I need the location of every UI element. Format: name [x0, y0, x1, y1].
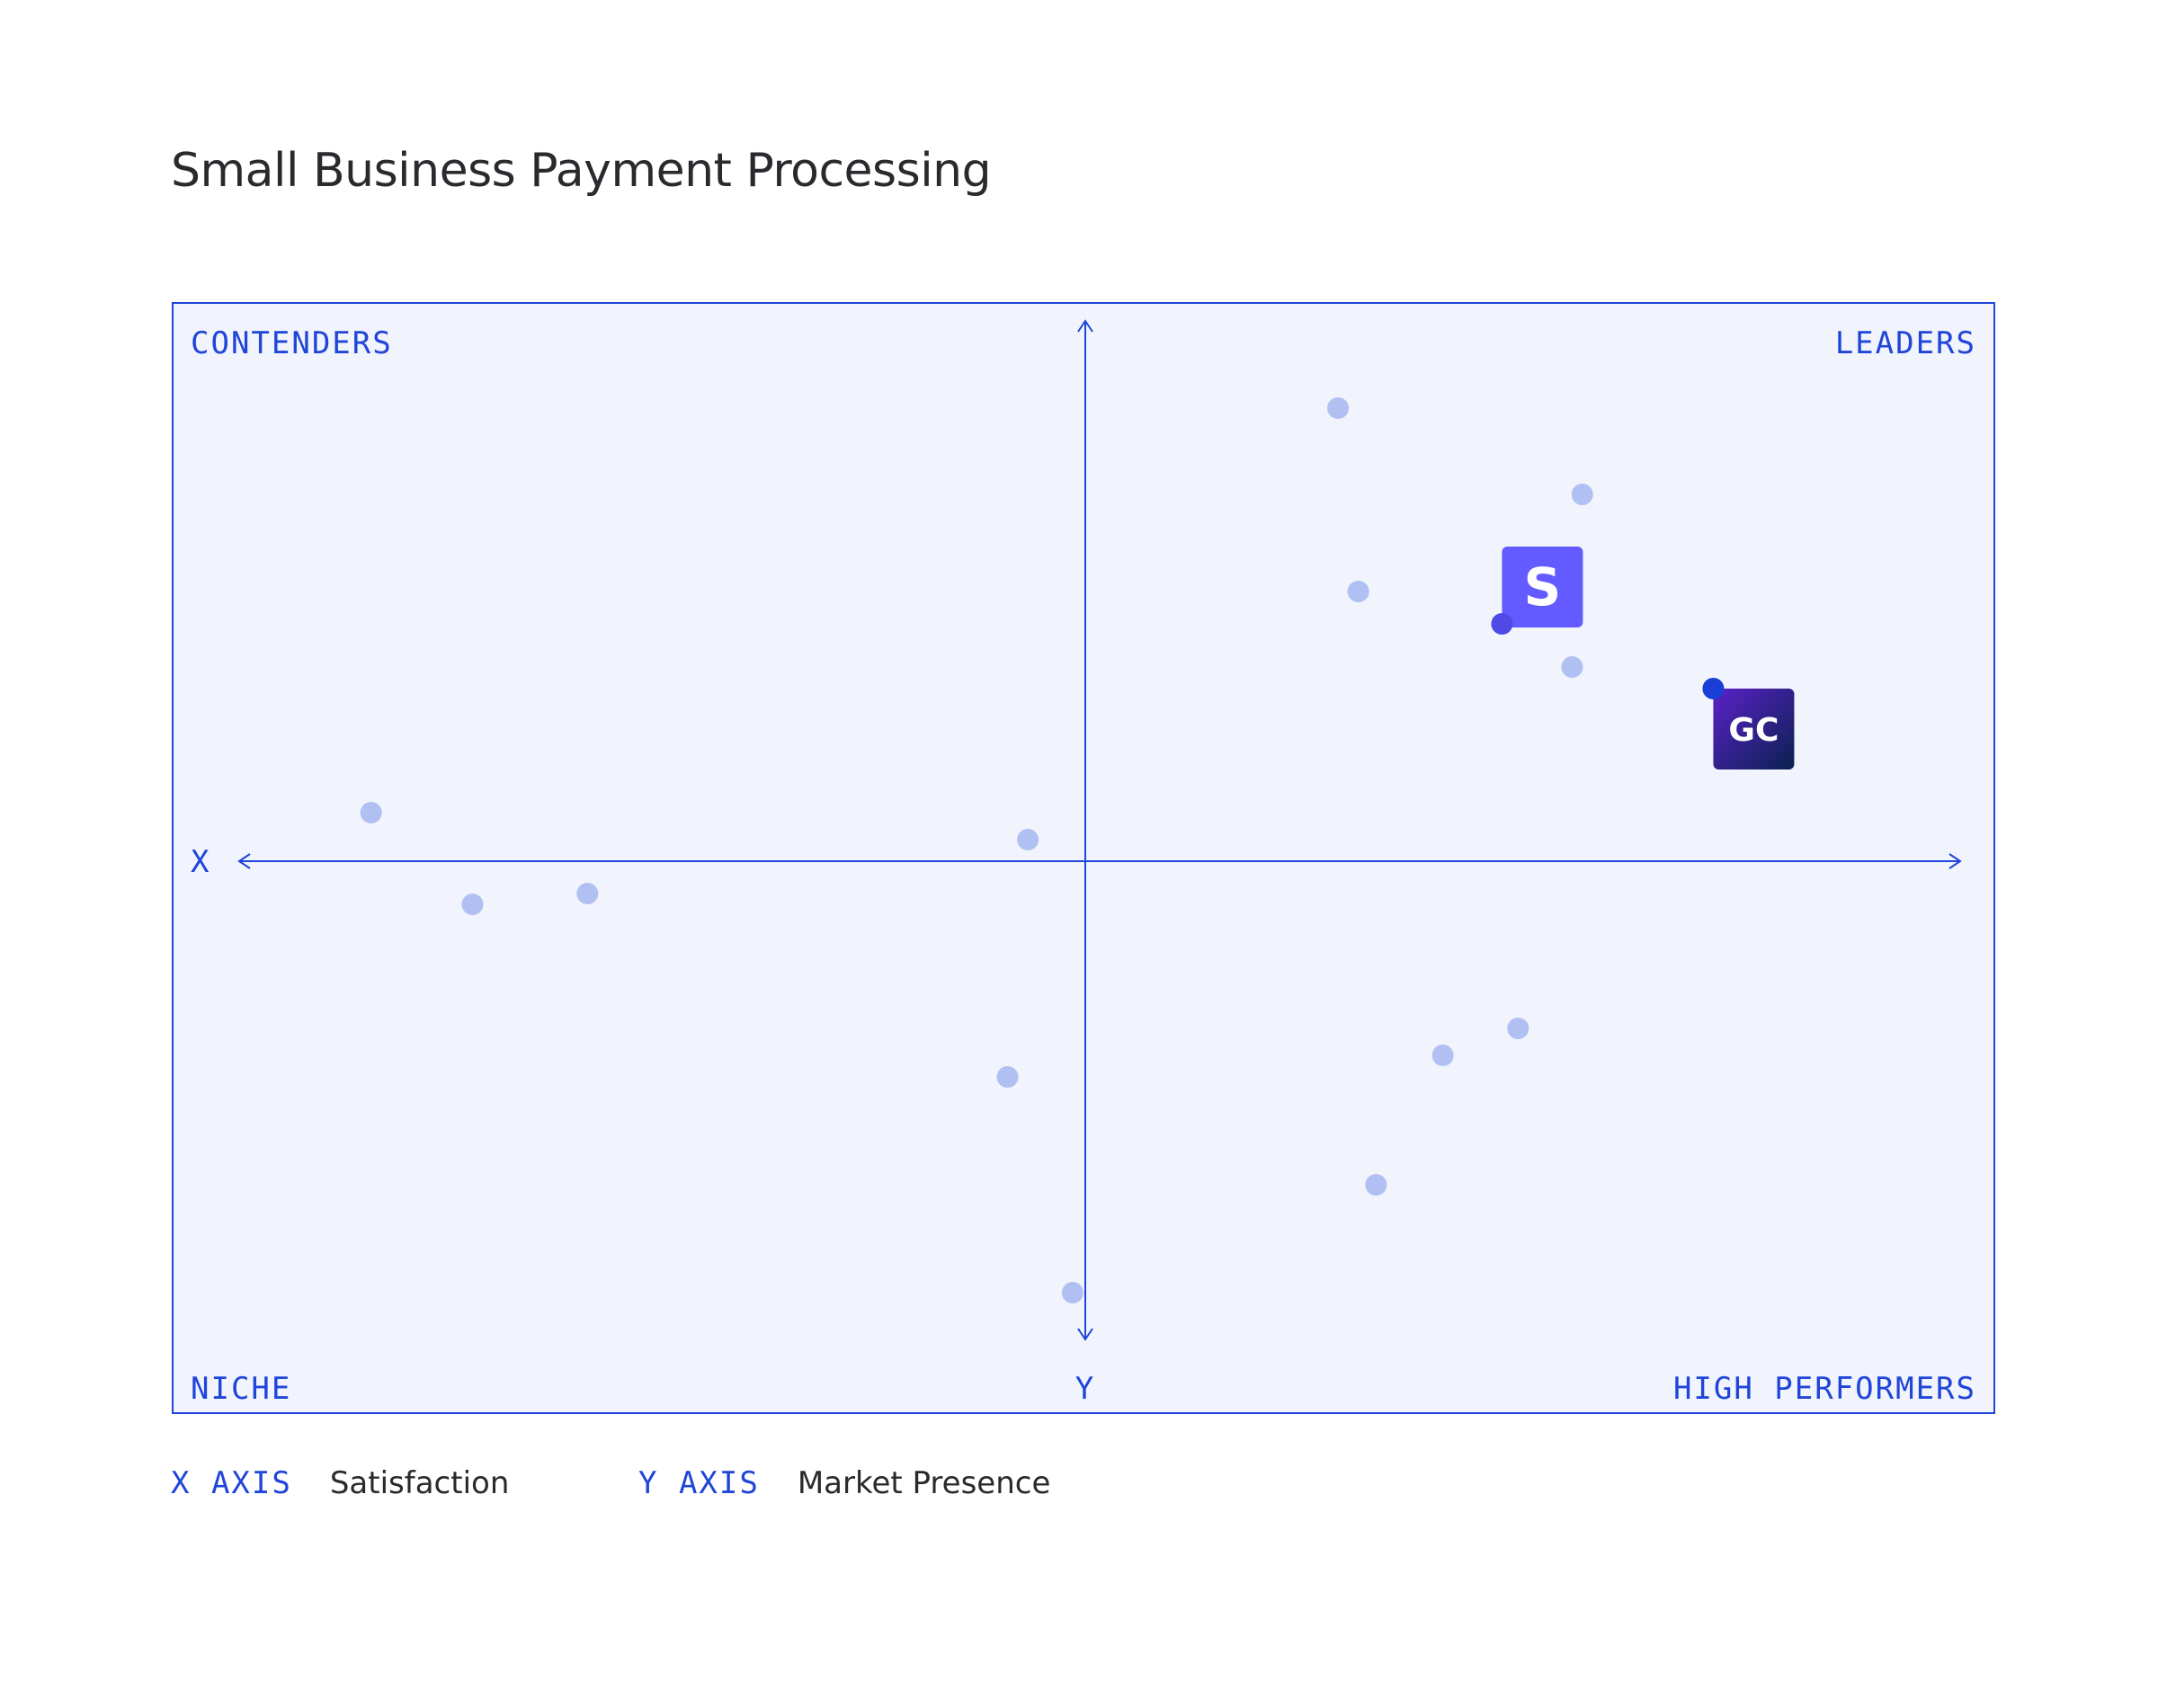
quadrant-label-contenders: CONTENDERS — [191, 325, 393, 361]
data-point — [1561, 656, 1583, 678]
x-axis-legend-value: Satisfaction — [329, 1465, 510, 1501]
y-axis-letter: Y — [1075, 1371, 1095, 1407]
data-point — [461, 894, 484, 915]
vendor-badge-label: S — [1524, 556, 1562, 618]
y-axis-legend-key: Y AXIS — [638, 1465, 760, 1501]
chart-title: Small Business Payment Processing — [171, 144, 992, 198]
data-point — [1571, 484, 1593, 505]
data-point — [1507, 1018, 1529, 1039]
highlight-layer: S GC — [1491, 547, 1795, 769]
data-point — [1327, 397, 1350, 419]
quadrant-label-high-performers: HIGH PERFORMERS — [1673, 1371, 1976, 1407]
s-logo-icon — [1502, 547, 1583, 627]
highlighted-vendor-s[interactable]: S — [1491, 547, 1583, 635]
y-axis-top-arrow-icon — [1077, 319, 1093, 333]
gc-logo-icon — [1713, 689, 1795, 769]
x-axis-right-arrow-icon — [1948, 853, 1962, 869]
y-axis — [1077, 319, 1093, 1341]
x-axis-left-arrow-icon — [237, 853, 251, 869]
data-point — [996, 1066, 1019, 1088]
data-point — [1061, 1282, 1083, 1303]
quadrant-label-niche: NICHE — [191, 1371, 291, 1407]
y-axis-legend: Y AXIS Market Presence — [638, 1463, 1050, 1503]
x-axis — [237, 853, 1962, 869]
data-point — [360, 802, 382, 823]
data-point — [1431, 1045, 1454, 1066]
data-point — [1365, 1174, 1387, 1196]
highlighted-data-point — [1491, 613, 1513, 635]
y-axis-legend-value: Market Presence — [797, 1465, 1051, 1501]
highlighted-vendor-gc[interactable]: GC — [1702, 678, 1795, 769]
points-layer — [360, 397, 1593, 1303]
vendor-badge-label: GC — [1728, 712, 1779, 749]
y-axis-bottom-arrow-icon — [1077, 1328, 1093, 1341]
data-point — [1347, 581, 1369, 602]
x-axis-legend: X AXIS Satisfaction — [171, 1463, 509, 1503]
x-axis-letter: X — [191, 844, 210, 880]
data-point — [576, 883, 599, 904]
highlighted-data-point — [1702, 678, 1725, 699]
quadrant-label-leaders: LEADERS — [1835, 325, 1976, 361]
data-point — [1017, 829, 1039, 850]
plot-frame — [172, 302, 1995, 1414]
x-axis-legend-key: X AXIS — [171, 1465, 292, 1501]
